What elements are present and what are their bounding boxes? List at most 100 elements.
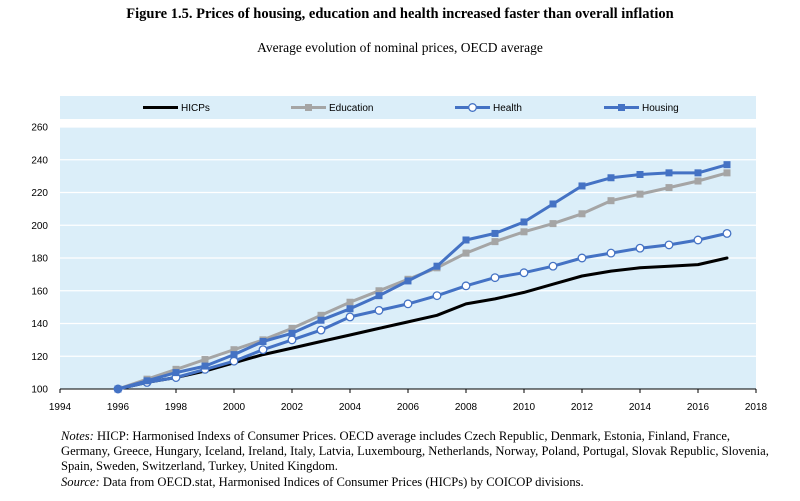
legend-swatch-marker — [305, 104, 312, 111]
data-point-education — [346, 298, 354, 306]
chart-title: Figure 1.5. Prices of housing, education… — [126, 6, 674, 22]
x-tick-label: 2004 — [339, 402, 362, 413]
data-point-health — [432, 291, 442, 301]
legend-label: Housing — [642, 103, 679, 114]
data-point-housing — [607, 174, 615, 182]
legend-label: HICPs — [181, 103, 210, 114]
y-tick-label: 120 — [31, 352, 48, 363]
data-point-education — [288, 324, 296, 332]
x-tick-label: 1996 — [107, 402, 130, 413]
legend-swatch-marker — [618, 104, 625, 111]
series-line-health — [116, 231, 729, 391]
data-point-housing — [288, 329, 296, 337]
x-tick-label: 1998 — [165, 402, 188, 413]
data-point-health — [316, 325, 326, 335]
data-point-housing — [694, 169, 702, 177]
y-tick-label: 260 — [31, 123, 48, 134]
data-point-health — [664, 240, 674, 250]
legend-item-housing: Housing — [604, 103, 679, 114]
data-point-health — [519, 268, 529, 278]
x-tick-label: 2008 — [455, 402, 478, 413]
data-point-housing — [172, 369, 180, 377]
x-tick-label: 2018 — [745, 402, 768, 413]
data-point-housing — [665, 169, 673, 177]
data-point-housing — [433, 262, 441, 270]
data-point-education — [578, 210, 586, 218]
data-point-health — [345, 312, 355, 322]
data-point-education — [607, 197, 615, 205]
x-tick-label: 2000 — [223, 402, 246, 413]
line-chart: HICPs Education Health Housing 100 120 140 160… — [31, 96, 768, 414]
data-point-health — [287, 335, 297, 345]
chart-legend: HICPs Education Health Housing — [143, 103, 679, 114]
data-point-health — [577, 253, 587, 263]
legend-label: Education — [329, 103, 373, 114]
x-tick-label: 1994 — [49, 402, 72, 413]
data-point-health — [461, 281, 471, 291]
data-point-health — [490, 273, 500, 283]
legend-item-health: Health — [455, 103, 522, 114]
legend-item-education: Education — [291, 103, 373, 114]
y-tick-label: 100 — [31, 385, 48, 396]
data-point-education — [694, 177, 702, 185]
data-point-health — [374, 305, 384, 315]
data-point-housing — [346, 305, 354, 313]
data-point-housing — [143, 377, 151, 385]
y-tick-label: 140 — [31, 319, 48, 330]
data-point-education — [665, 184, 673, 192]
y-tick-label: 240 — [31, 155, 48, 166]
legend-item-hicps: HICPs — [143, 103, 210, 114]
y-tick-label: 200 — [31, 221, 48, 232]
x-tick-label: 2002 — [281, 402, 304, 413]
source-text: Data from OECD.stat, Harmonised Indices … — [102, 474, 584, 489]
legend-label: Health — [493, 103, 522, 114]
data-point-housing — [375, 292, 383, 300]
data-point-education — [636, 190, 644, 198]
data-point-education — [230, 346, 238, 354]
data-point-housing — [201, 362, 209, 370]
data-point-education — [723, 169, 731, 177]
data-point-housing — [114, 385, 122, 393]
data-point-housing — [549, 200, 557, 208]
chart-notes: Notes: HICP: Harmonised Indexs of Consum… — [61, 429, 781, 490]
data-point-health — [548, 261, 558, 271]
x-tick-label: 2012 — [571, 402, 594, 413]
series-housing — [114, 161, 731, 393]
axes: 100 120 140 160 180 200 220 240 260 1994 1996 1998 2… — [31, 123, 767, 414]
data-point-health — [606, 248, 616, 258]
data-point-housing — [723, 161, 731, 169]
data-point-health — [258, 345, 268, 355]
y-tick-label: 220 — [31, 188, 48, 199]
data-point-housing — [491, 229, 499, 237]
data-point-education — [462, 249, 470, 257]
data-point-education — [549, 220, 557, 228]
series-hicps — [116, 256, 729, 391]
notes-label: Notes: — [61, 429, 94, 443]
data-point-housing — [520, 218, 528, 226]
data-point-housing — [259, 338, 267, 346]
data-point-health — [635, 243, 645, 253]
data-point-housing — [230, 351, 238, 359]
source-label: Source: — [61, 474, 100, 489]
data-point-health — [693, 235, 703, 245]
data-point-health — [229, 356, 239, 366]
x-tick-label: 2016 — [687, 402, 710, 413]
series-line-hicps — [116, 256, 729, 391]
chart-subtitle: Average evolution of nominal prices, OEC… — [257, 40, 543, 55]
data-point-education — [201, 356, 209, 364]
data-point-education — [520, 228, 528, 236]
series-layer — [113, 161, 732, 394]
x-tick-label: 2010 — [513, 402, 536, 413]
data-point-health — [403, 299, 413, 309]
data-point-health — [722, 228, 732, 238]
data-point-education — [317, 311, 325, 319]
y-tick-label: 180 — [31, 254, 48, 265]
data-point-housing — [404, 277, 412, 285]
x-tick-label: 2006 — [397, 402, 420, 413]
data-point-housing — [462, 236, 470, 244]
data-point-education — [491, 238, 499, 246]
series-line-housing — [116, 163, 729, 391]
y-tick-label: 160 — [31, 286, 48, 297]
data-point-housing — [317, 316, 325, 324]
x-tick-label: 2014 — [629, 402, 652, 413]
